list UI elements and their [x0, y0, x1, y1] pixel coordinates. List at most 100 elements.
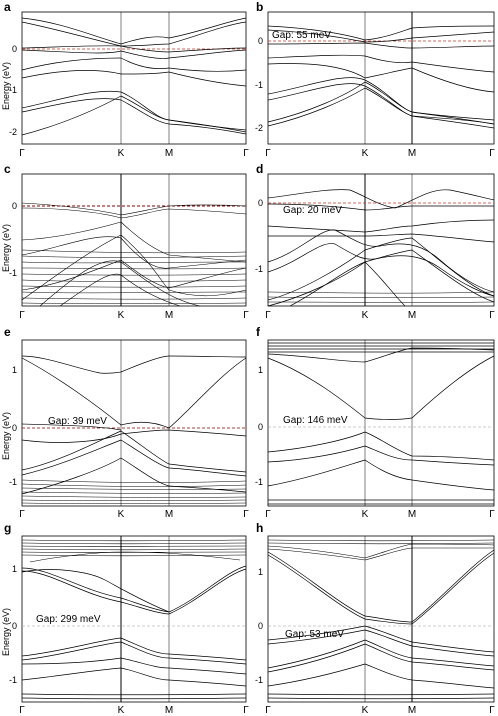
ytick-d-0: 0 [258, 198, 263, 208]
kpoint-h-gamma-end: Γ [489, 705, 495, 716]
kpoint-f-gamma: Γ [265, 509, 271, 520]
kpoint-h-m: M [408, 705, 416, 716]
panel-d: d Gap: 20 meV 0 -1 Γ K M Γ [255, 162, 495, 321]
ytick-f-2: -1 [255, 477, 263, 487]
ytick-g-2: -1 [9, 675, 17, 685]
kpoint-d-k: K [362, 310, 369, 321]
kpoint-f-m: M [408, 509, 416, 520]
gap-label-f: Gap: 146 meV [283, 415, 348, 426]
ytick-b-0: 0 [258, 36, 263, 46]
ytick-a-2: -2 [9, 127, 17, 137]
ylabel-a: Energy (eV) [1, 62, 11, 110]
kpoint-b-gamma: Γ [265, 148, 271, 159]
ylabel-c: Energy (eV) [1, 224, 11, 272]
kpoint-a-k: K [118, 148, 125, 159]
panel-a: a 0 -1 -2 Energy (eV) Γ K M Γ [1, 0, 249, 159]
panel-f: f Gap: 146 meV 1 0 -1 Γ K M Γ [255, 325, 495, 520]
ytick-h-2: -1 [255, 675, 263, 685]
ytick-e-1: 0 [12, 423, 17, 433]
bands-c-dense [21, 249, 247, 304]
kpoint-f-k: K [362, 509, 369, 520]
ytick-c-0: 0 [12, 201, 17, 211]
kpoint-h-k: K [362, 705, 369, 716]
ytick-a-1: -1 [9, 85, 17, 95]
ytick-e-2: -1 [9, 477, 17, 487]
panel-label-e: e [4, 325, 11, 339]
kpoint-c-m: M [165, 310, 173, 321]
plot-frame-e [21, 339, 247, 507]
panel-g: g Gap: 299 meV 1 0 -1 Energy (eV) Γ K M … [1, 521, 249, 716]
kpoint-h-gamma: Γ [265, 705, 271, 716]
kpoint-g-gamma: Γ [19, 705, 25, 716]
ytick-b-2: -2 [255, 123, 263, 133]
plot-frame-g [21, 535, 247, 703]
ytick-b-1: -1 [255, 80, 263, 90]
kpoint-g-gamma-end: Γ [243, 705, 249, 716]
bands-b [267, 25, 495, 129]
bands-d-dense [267, 291, 495, 303]
panel-label-c: c [4, 162, 11, 176]
panel-label-h: h [256, 521, 263, 535]
kpoint-e-m: M [165, 509, 173, 520]
bands-h-top [267, 539, 495, 561]
panel-e: e Gap: 39 meV 1 0 -1 Energy (eV) Γ K M Γ [1, 325, 249, 520]
kpoint-d-gamma-end: Γ [489, 310, 495, 321]
ylabel-e: Energy (eV) [1, 412, 11, 460]
ytick-f-1: 0 [258, 422, 263, 432]
bands-e [21, 355, 247, 495]
ytick-h-0: 1 [258, 567, 263, 577]
kpoint-b-m: M [408, 148, 416, 159]
bands-h [267, 549, 495, 700]
ytick-c-1: -1 [9, 268, 17, 278]
gap-label-e: Gap: 39 meV [48, 416, 107, 427]
plot-frame-h [267, 535, 495, 703]
kpoint-e-k: K [118, 509, 125, 520]
plot-frame-c [21, 173, 247, 307]
ylabel-g: Energy (eV) [1, 608, 11, 656]
plot-frame-a [21, 11, 247, 145]
plot-frame-d [267, 173, 495, 307]
bands-f [267, 342, 495, 505]
kpoint-e-gamma-end: Γ [243, 509, 249, 520]
kpoint-a-m: M [165, 148, 173, 159]
gap-label-d: Gap: 20 meV [283, 205, 342, 216]
panel-h: h Gap: 53 meV 1 0 -1 Γ K M Γ [255, 521, 495, 716]
kpoint-a-gamma: Γ [19, 148, 25, 159]
plot-frame-f [267, 339, 495, 507]
panel-label-b: b [256, 0, 263, 14]
ytick-a-0: 0 [12, 44, 17, 54]
panel-c: c 0 -1 Energy (eV) Γ K M Γ [1, 162, 249, 321]
kpoint-e-gamma: Γ [19, 509, 25, 520]
bands-e-dense [21, 479, 247, 504]
kpoint-b-k: K [362, 148, 369, 159]
kpoint-g-m: M [165, 705, 173, 716]
ytick-h-1: 0 [258, 621, 263, 631]
ytick-g-0: 1 [12, 564, 17, 574]
ytick-f-0: 1 [258, 365, 263, 375]
panel-label-g: g [4, 521, 11, 535]
gap-label-g: Gap: 299 meV [36, 614, 101, 625]
kpoint-c-gamma-end: Γ [243, 310, 249, 321]
kpoint-f-gamma-end: Γ [489, 509, 495, 520]
bands-a [21, 17, 247, 136]
ytick-e-0: 1 [12, 365, 17, 375]
gap-label-b: Gap: 55 meV [272, 30, 331, 41]
bands-g [21, 565, 247, 700]
kpoint-g-k: K [118, 705, 125, 716]
bands-c [21, 202, 247, 307]
kpoint-c-k: K [118, 310, 125, 321]
bands-g-top [21, 539, 247, 563]
panel-label-a: a [4, 0, 11, 14]
ytick-g-1: 0 [12, 621, 17, 631]
panel-label-d: d [256, 162, 263, 176]
kpoint-d-gamma: Γ [265, 310, 271, 321]
kpoint-b-gamma-end: Γ [489, 148, 495, 159]
ytick-d-1: -1 [255, 264, 263, 274]
plot-frame-b [267, 11, 495, 145]
kpoint-a-gamma-end: Γ [243, 148, 249, 159]
panel-label-f: f [256, 325, 261, 339]
panel-b: b Gap: 55 meV 0 -1 -2 Γ K M Γ [255, 0, 495, 159]
kpoint-d-m: M [408, 310, 416, 321]
kpoint-c-gamma: Γ [19, 310, 25, 321]
